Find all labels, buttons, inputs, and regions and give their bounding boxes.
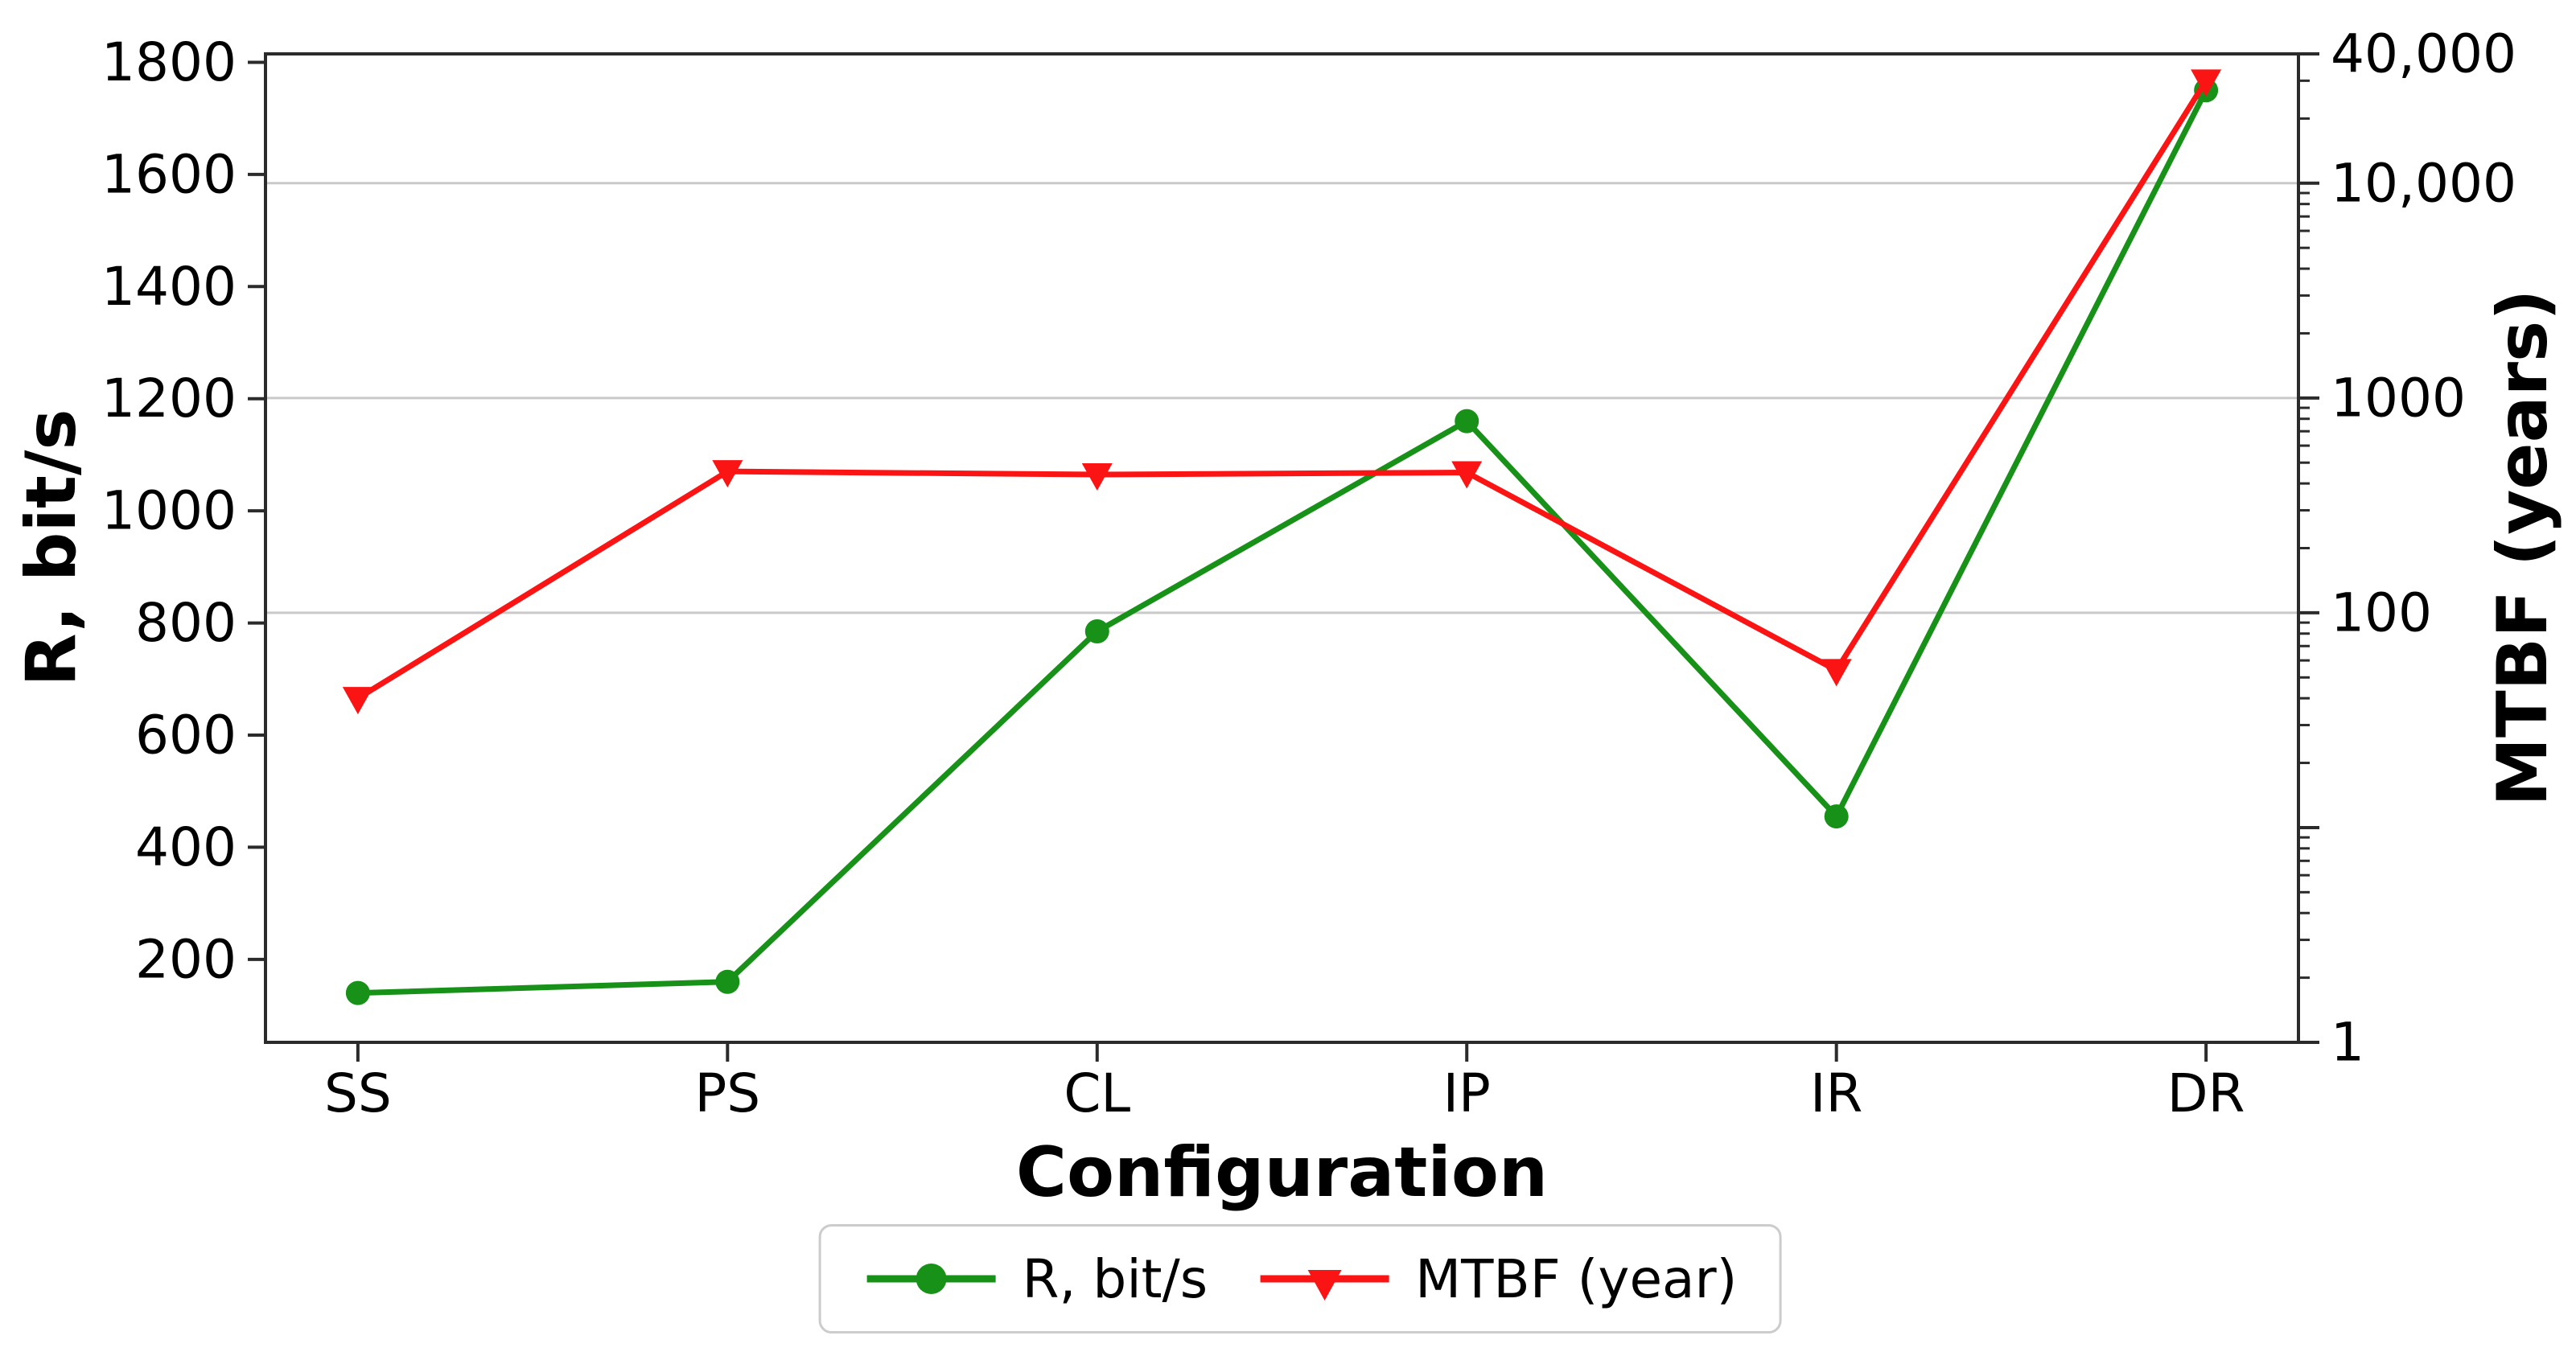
x-axis-tick-label: DR <box>2167 1062 2245 1124</box>
data-point-marker-triangle-down <box>1081 463 1113 491</box>
x-axis-tick-label: IP <box>1443 1062 1491 1124</box>
left-axis-tick-label: 800 <box>135 592 237 654</box>
series-line-1 <box>355 77 2209 701</box>
left-axis-tick-label: 1200 <box>101 368 237 429</box>
data-point-marker-triangle-down <box>2191 69 2222 97</box>
left-axis-tick-label: 600 <box>135 704 237 766</box>
data-point-marker-triangle-down <box>712 460 743 488</box>
left-y-axis-title: R, bit/s <box>11 409 92 687</box>
right-y-axis-title: MTBF (years) <box>2483 289 2563 807</box>
chart-legend: R, bit/s MTBF (year) <box>818 1224 1782 1334</box>
right-axis-tick-label: 10,000 <box>2331 152 2516 214</box>
x-axis-tick-label: SS <box>324 1062 392 1124</box>
x-axis-title: Configuration <box>1015 1132 1549 1213</box>
data-point-marker-triangle-down <box>342 687 373 715</box>
right-axis-tick-label: 100 <box>2331 581 2432 643</box>
data-point-marker-triangle-down <box>1451 461 1483 489</box>
data-point-marker-circle <box>345 980 370 1005</box>
left-axis-tick-label: 400 <box>135 816 237 878</box>
x-axis-tick-label: IR <box>1810 1062 1862 1124</box>
right-axis-tick-label: 40,000 <box>2331 23 2516 85</box>
data-point-marker-circle <box>1084 619 1109 644</box>
left-axis-tick-label: 1600 <box>101 143 237 205</box>
left-axis-tick-label: 1400 <box>101 256 237 318</box>
data-point-marker-circle <box>715 969 740 994</box>
right-axis-tick-label: 1 <box>2331 1012 2364 1074</box>
legend-label-r-bits: R, bit/s <box>1022 1247 1208 1310</box>
data-point-marker-circle <box>1455 409 1479 434</box>
legend-sample-line-circle-icon <box>866 1264 996 1294</box>
left-axis-tick-label: 1800 <box>101 31 237 93</box>
data-point-marker-triangle-down <box>1821 659 1852 687</box>
legend-item-r-bits: R, bit/s <box>863 1248 1208 1310</box>
data-point-marker-circle <box>1824 804 1849 829</box>
x-axis-tick-label: CL <box>1064 1062 1130 1124</box>
legend-label-mtbf: MTBF (year) <box>1415 1247 1738 1310</box>
left-axis-tick-label: 200 <box>135 928 237 990</box>
x-axis-tick-label: PS <box>694 1062 760 1124</box>
left-axis-tick-label: 1000 <box>101 480 237 542</box>
legend-sample-line-triangle-icon <box>1260 1270 1389 1301</box>
series-line-0 <box>355 87 2209 997</box>
right-axis-tick-label: 1000 <box>2331 367 2466 429</box>
legend-item-mtbf: MTBF (year) <box>1256 1248 1737 1310</box>
